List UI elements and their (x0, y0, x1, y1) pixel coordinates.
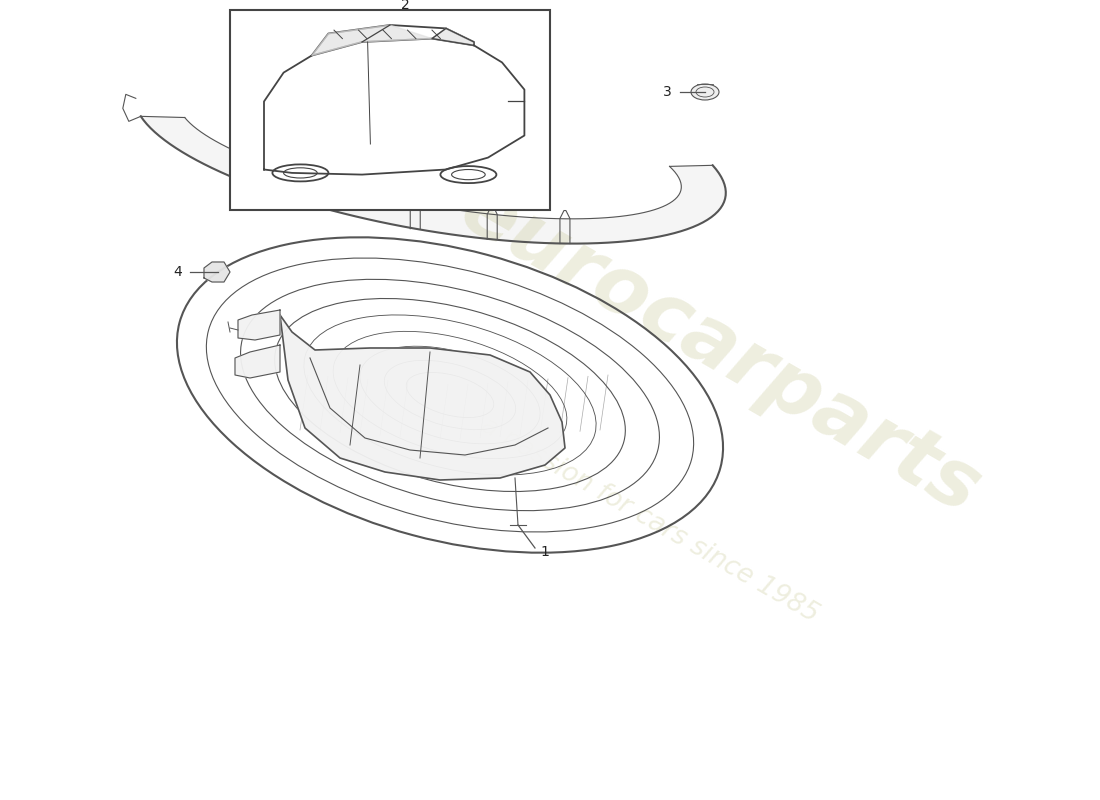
Text: 1: 1 (540, 545, 549, 559)
Polygon shape (432, 28, 474, 46)
Polygon shape (238, 310, 280, 340)
Text: 2: 2 (400, 0, 409, 12)
Polygon shape (311, 25, 432, 55)
Ellipse shape (691, 84, 719, 100)
Text: 3: 3 (663, 85, 672, 99)
Text: 4: 4 (174, 265, 182, 279)
Text: a passion for cars since 1985: a passion for cars since 1985 (476, 412, 824, 628)
Polygon shape (141, 116, 726, 243)
Bar (230, 10, 550, 210)
Polygon shape (235, 345, 280, 378)
Text: eurocarparts: eurocarparts (447, 170, 993, 530)
Polygon shape (280, 315, 565, 480)
Polygon shape (204, 262, 230, 282)
